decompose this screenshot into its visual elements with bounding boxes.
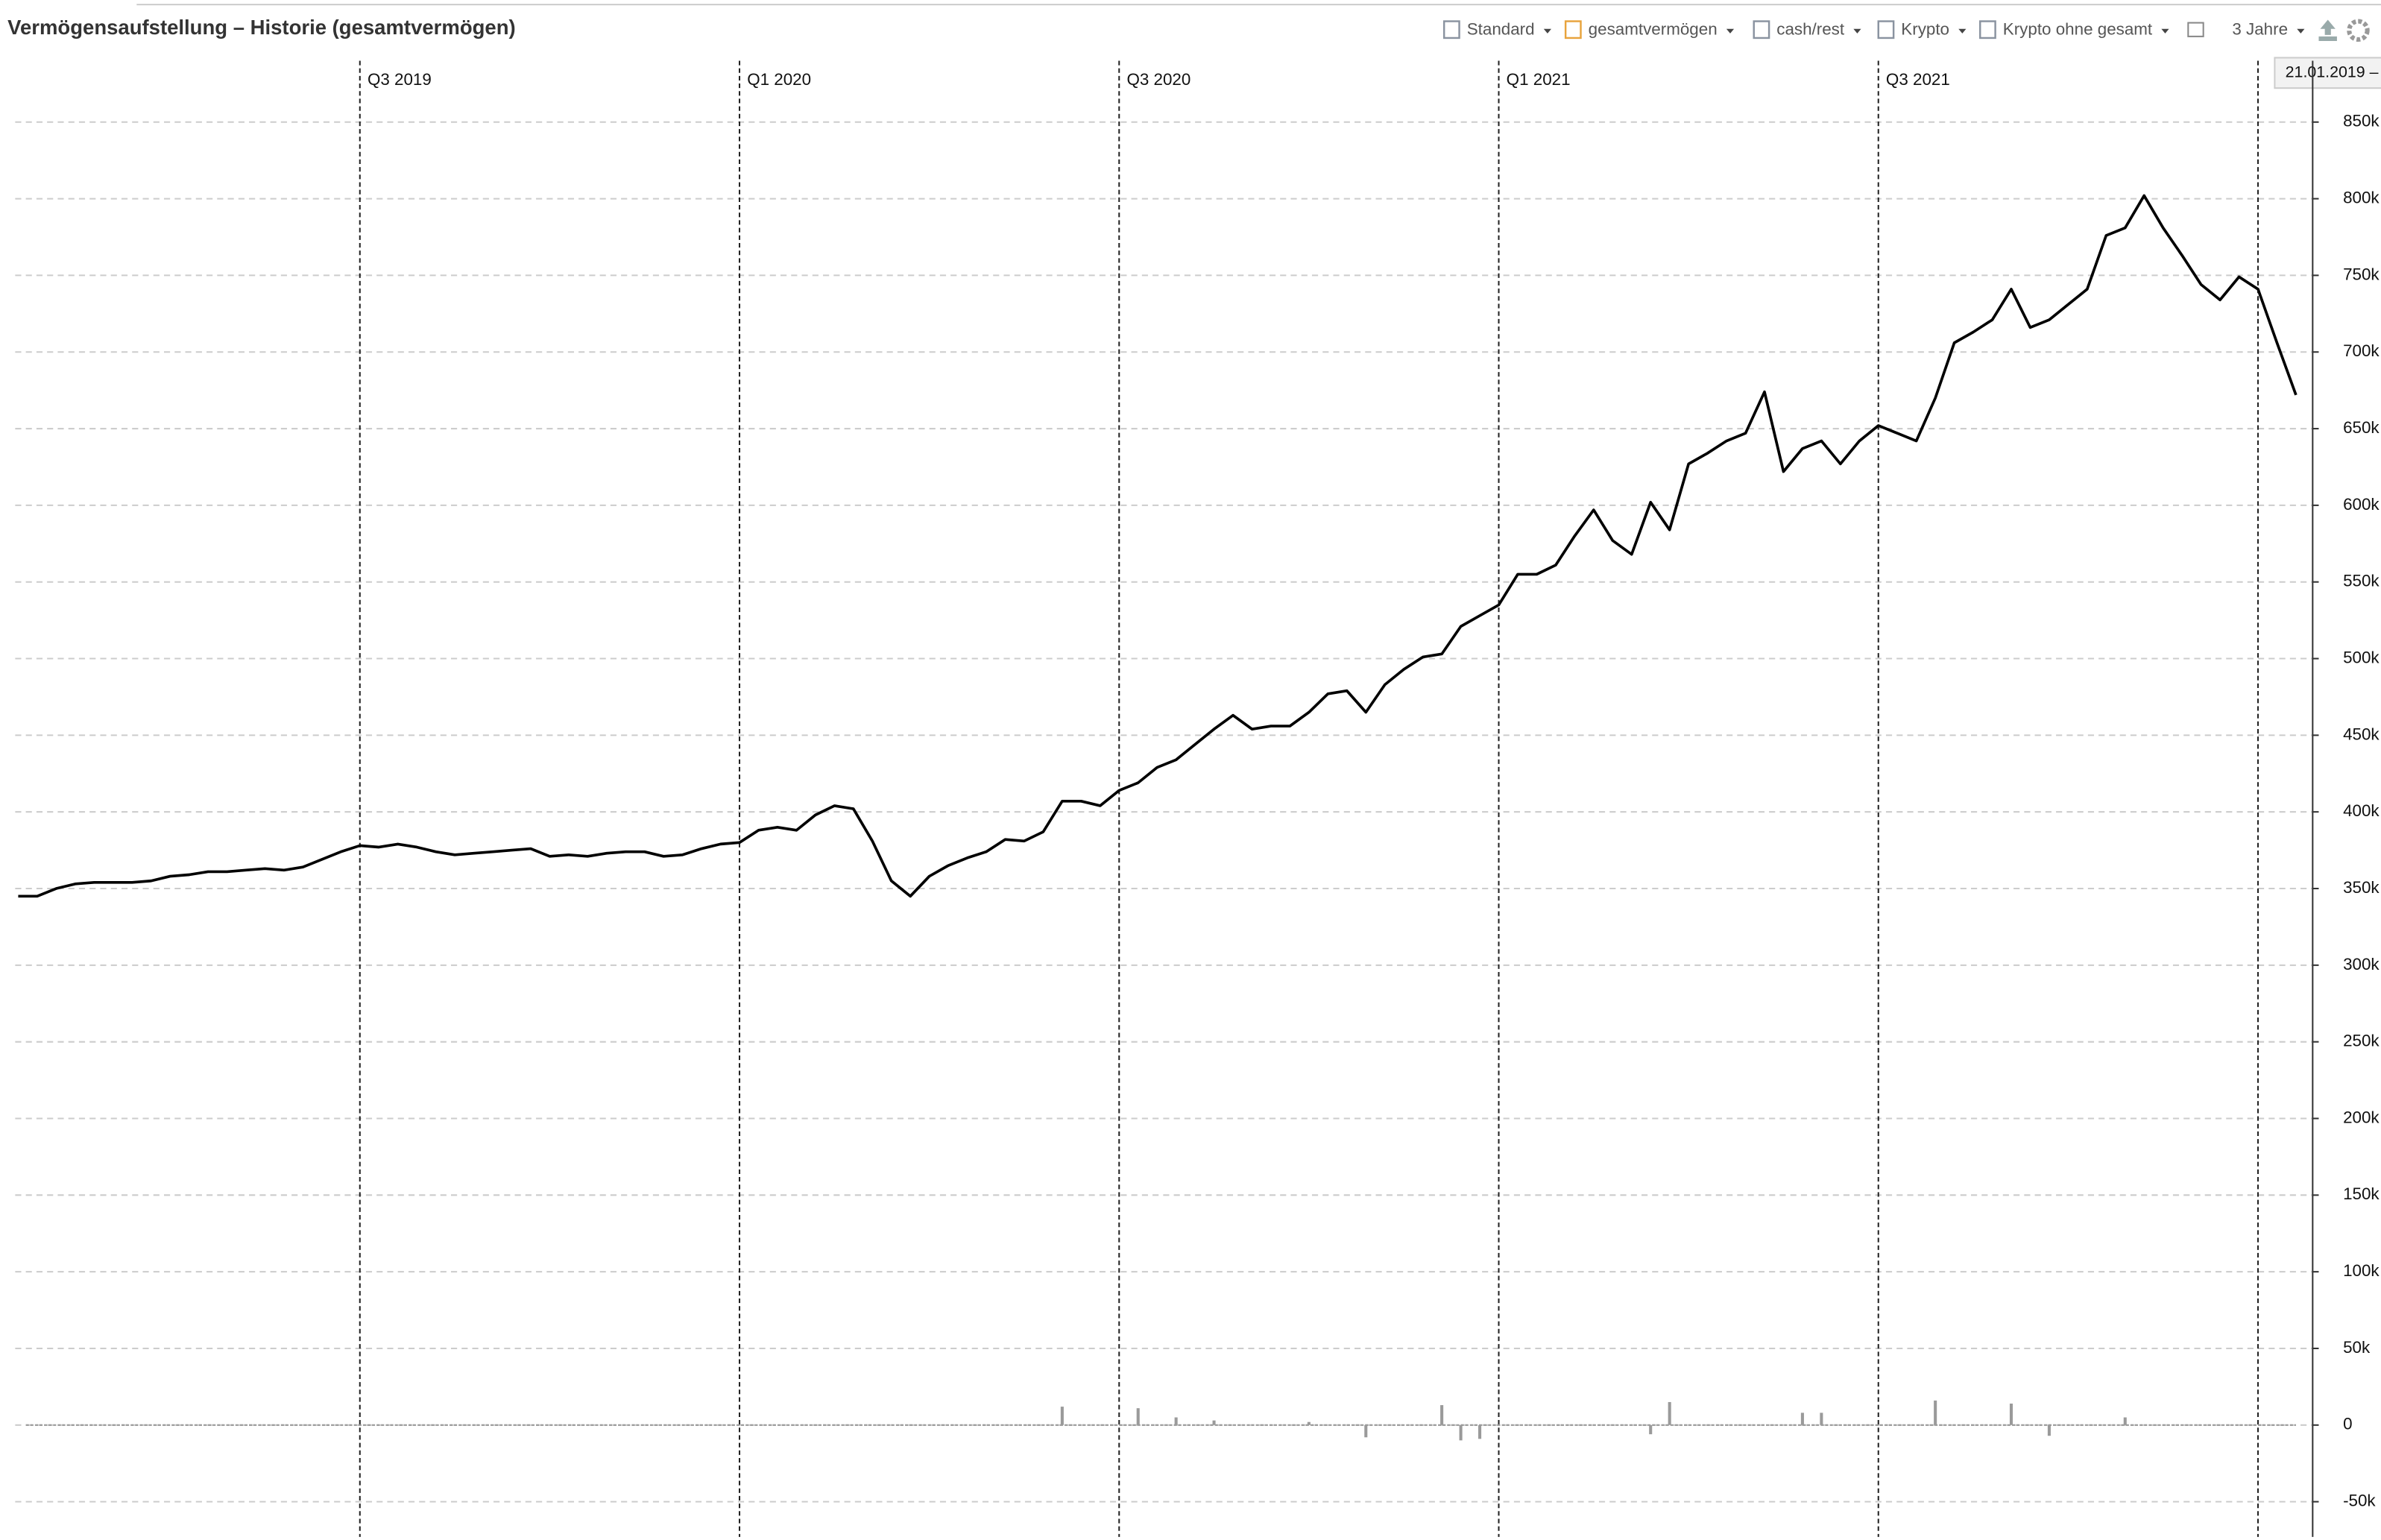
- y-tick-label: 250k: [2343, 1032, 2380, 1050]
- date-badge-text: 21.01.2019 –: [2286, 63, 2379, 81]
- bar: [1212, 1420, 1216, 1425]
- chart-title: Vermögensaufstellung – Historie (gesamtv…: [7, 16, 515, 39]
- x-tick-label: Q3 2020: [1126, 70, 1190, 89]
- toolbar-item[interactable]: Krypto ohne gesamt: [2003, 20, 2153, 39]
- y-tick-label: 300k: [2343, 955, 2380, 973]
- bar: [2047, 1424, 2051, 1436]
- bar: [1174, 1417, 1178, 1425]
- checkbox[interactable]: [1442, 20, 1460, 40]
- dropdown-arrow: [1853, 28, 1861, 34]
- y-tick-label: 50k: [2343, 1338, 2371, 1357]
- bar: [1136, 1408, 1140, 1425]
- line-series: [18, 194, 2298, 898]
- checkbox[interactable]: [1564, 20, 1582, 40]
- bar: [1060, 1407, 1064, 1425]
- y-tick-label: 700k: [2343, 341, 2380, 360]
- bar: [2123, 1417, 2127, 1425]
- bar: [1459, 1424, 1463, 1441]
- dropdown-arrow: [1726, 28, 1735, 34]
- y-tick-label: 400k: [2343, 801, 2380, 820]
- bar: [1307, 1421, 1311, 1425]
- y-tick-label: 150k: [2343, 1184, 2380, 1203]
- bar: [1800, 1413, 1804, 1425]
- checkbox[interactable]: [1753, 20, 1770, 40]
- checkbox[interactable]: [1877, 20, 1895, 40]
- bar: [1440, 1405, 1444, 1425]
- bar: [1478, 1424, 1482, 1439]
- date-badge[interactable]: [2274, 57, 2381, 89]
- y-tick-label: 350k: [2343, 878, 2380, 897]
- y-tick-label: 200k: [2343, 1108, 2380, 1126]
- toolbar-item[interactable]: gesamtvermögen: [1589, 20, 1718, 39]
- bar: [1820, 1413, 1823, 1425]
- range-select[interactable]: 3 Jahre: [2232, 20, 2288, 39]
- y-tick-label: 850k: [2343, 112, 2380, 130]
- bar: [1668, 1401, 1671, 1425]
- bar: [1364, 1424, 1368, 1438]
- y-tick-label: 750k: [2343, 265, 2380, 283]
- y-tick-label: 100k: [2343, 1261, 2380, 1280]
- toolbar: Standard gesamtvermögen cash/rest Krypto Kry…: [1442, 19, 2370, 42]
- y-tick-label: 500k: [2343, 648, 2380, 666]
- y-tick-label: -50k: [2343, 1492, 2376, 1510]
- bar: [1934, 1400, 1937, 1425]
- toolbar-item[interactable]: Standard: [1467, 20, 1535, 39]
- y-tick-label: 800k: [2343, 189, 2380, 207]
- settings-icon[interactable]: [2347, 19, 2370, 42]
- dropdown-arrow: [1543, 28, 1552, 34]
- y-tick-label: 0: [2343, 1415, 2352, 1433]
- toolbar-item[interactable]: Krypto: [1901, 20, 1949, 39]
- y-tick-label: 550k: [2343, 572, 2380, 590]
- toolbar-item[interactable]: cash/rest: [1776, 20, 1845, 39]
- bar: [2009, 1404, 2013, 1425]
- y-tick-label: 600k: [2343, 495, 2380, 514]
- bar: [1649, 1424, 1653, 1435]
- toolbar-icon[interactable]: [2187, 22, 2204, 37]
- y-tick-label: 650k: [2343, 418, 2380, 437]
- dropdown-arrow: [2161, 28, 2169, 34]
- x-tick-label: Q3 2021: [1886, 70, 1950, 89]
- x-tick-label: Q3 2019: [368, 70, 432, 89]
- dropdown-arrow: [2297, 28, 2305, 34]
- dropdown-arrow: [1958, 28, 1967, 34]
- export-icon[interactable]: [2318, 19, 2337, 42]
- checkbox[interactable]: [1979, 20, 1996, 40]
- y-tick-label: 450k: [2343, 725, 2380, 743]
- x-tick-label: Q1 2020: [747, 70, 811, 89]
- x-tick-label: Q1 2021: [1507, 70, 1571, 89]
